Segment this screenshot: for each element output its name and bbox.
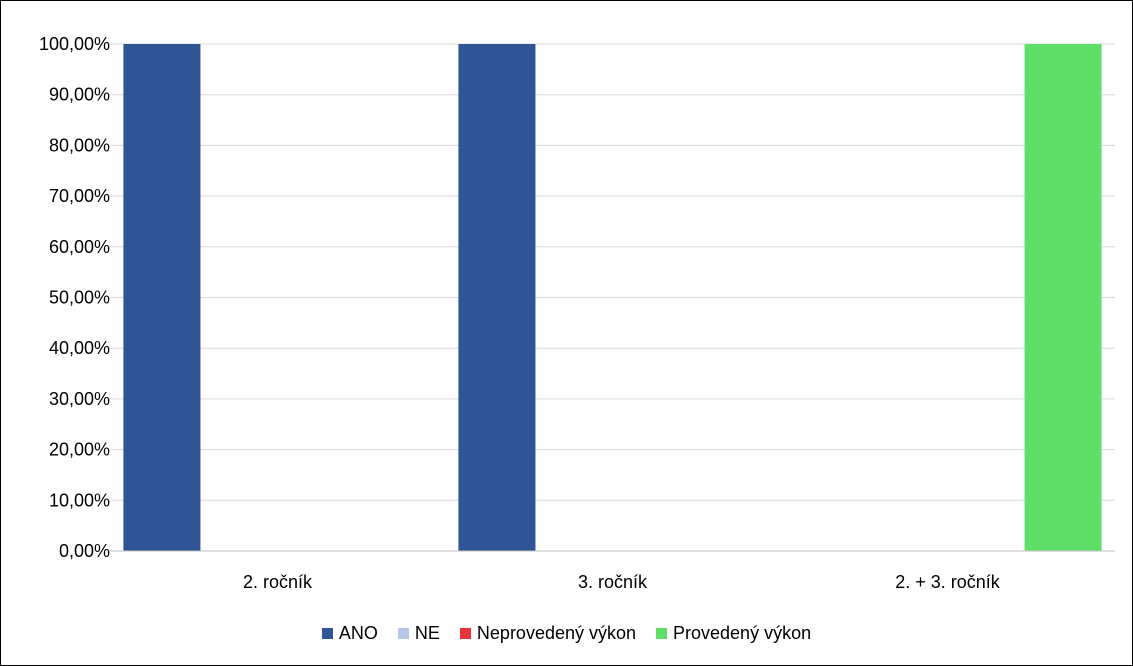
- bar-ano-1: [123, 44, 201, 551]
- x-category-label: 3. ročník: [578, 572, 648, 592]
- y-tick-label: 10,00%: [49, 490, 110, 510]
- y-tick-label: 100,00%: [39, 34, 110, 54]
- legend-swatch: [459, 628, 471, 639]
- y-tick-label: 80,00%: [49, 135, 110, 155]
- gridlines: [110, 43, 1115, 501]
- bars: [123, 44, 1102, 551]
- legend-label: ANO: [338, 623, 378, 643]
- legend-item: Neprovedený výkon: [459, 623, 637, 644]
- bar-ano-2: [458, 44, 536, 551]
- legend-item: ANO: [321, 623, 378, 644]
- x-category-label: 2. ročník: [243, 572, 313, 592]
- x-axis-categories: 2. ročník 3. ročník 2. + 3. ročník: [243, 572, 1001, 592]
- y-tick-label: 30,00%: [49, 389, 110, 409]
- y-tick-label: 50,00%: [49, 288, 110, 308]
- x-category-label: 2. + 3. ročník: [895, 572, 1001, 592]
- legend-label: NE: [414, 623, 440, 643]
- y-tick-label: 0,00%: [59, 541, 110, 561]
- legend: ANO NE Neprovedený výkon Provedený výkon: [0, 623, 1133, 644]
- legend-swatch: [321, 628, 333, 639]
- bar-proveden-v-kon-3: [1024, 44, 1102, 551]
- legend-item: Provedený výkon: [656, 623, 811, 644]
- y-tick-label: 20,00%: [49, 440, 110, 460]
- y-tick-label: 60,00%: [49, 237, 110, 257]
- y-tick-label: 40,00%: [49, 338, 110, 358]
- legend-swatch: [397, 628, 409, 639]
- legend-label: Provedený výkon: [673, 623, 812, 643]
- legend-swatch: [656, 628, 668, 639]
- legend-item: NE: [397, 623, 440, 644]
- legend-label: Neprovedený výkon: [476, 623, 637, 643]
- y-tick-label: 70,00%: [49, 186, 110, 206]
- y-axis-ticks: 0,00% 10,00% 20,00% 30,00% 40,00% 50,00% 60,00…: [39, 34, 110, 561]
- y-tick-label: 90,00%: [49, 85, 110, 105]
